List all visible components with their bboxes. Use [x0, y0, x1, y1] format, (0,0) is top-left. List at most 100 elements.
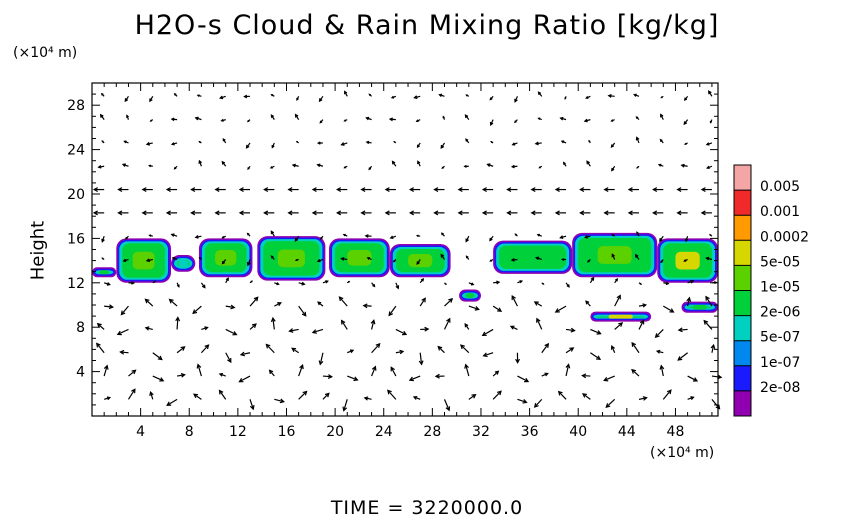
vector-shaft: [437, 346, 445, 354]
vector-head: [269, 165, 273, 169]
wind-vector: [489, 235, 494, 242]
wind-vector: [463, 164, 469, 168]
wind-vector: [537, 91, 543, 97]
vector-shaft: [298, 364, 304, 377]
vector-shaft: [291, 347, 299, 354]
wind-vector: [238, 210, 251, 216]
wind-vector: [149, 96, 154, 103]
wind-vector: [166, 398, 178, 406]
wind-vector: [535, 256, 542, 261]
vector-head: [440, 144, 445, 150]
vector-head: [566, 284, 570, 288]
wind-vector: [311, 328, 324, 334]
vector-head: [652, 210, 658, 216]
vector-shaft: [558, 391, 567, 400]
wind-vector: [316, 141, 323, 145]
wind-vector: [201, 326, 209, 331]
wind-vector: [686, 296, 692, 307]
wind-vector: [344, 90, 348, 97]
wind-vector: [579, 187, 591, 193]
wind-vector: [318, 95, 324, 103]
wind-vector: [638, 282, 643, 285]
vector-head: [168, 298, 174, 304]
wind-vector: [657, 163, 664, 167]
wind-vector: [457, 210, 469, 216]
wind-vector: [238, 375, 251, 383]
vector-head: [201, 284, 206, 289]
vector-head: [238, 377, 244, 383]
wind-vector: [347, 349, 355, 354]
wind-vector: [125, 114, 130, 120]
wind-vector: [583, 118, 591, 123]
vector-head: [97, 164, 102, 169]
vector-head: [570, 327, 576, 333]
cloud-core: [178, 260, 189, 267]
wind-vector: [388, 305, 397, 317]
wind-vector: [393, 140, 397, 144]
wind-vector: [492, 390, 502, 400]
vector-head: [387, 389, 392, 395]
wind-vector: [141, 187, 153, 193]
vector-head: [170, 142, 175, 146]
cloud-core: [132, 251, 155, 270]
wind-vector: [395, 282, 400, 290]
vector-head: [464, 323, 469, 328]
wind-vector: [141, 210, 153, 216]
vector-head: [416, 144, 420, 149]
wind-vector: [468, 282, 475, 286]
wind-vector: [176, 372, 186, 378]
vector-shaft: [347, 375, 358, 381]
y-tick-label: 28: [67, 98, 85, 114]
vector-head: [705, 256, 710, 261]
wind-vector: [170, 233, 178, 237]
vector-head: [180, 372, 186, 378]
wind-vector: [392, 259, 397, 263]
wind-vector: [360, 187, 372, 193]
vector-head: [270, 316, 276, 323]
wind-vector: [408, 375, 421, 382]
vector-head: [579, 187, 585, 193]
vector-head: [353, 376, 359, 382]
wind-vector: [416, 142, 421, 149]
wind-vector: [384, 210, 396, 216]
vector-shaft: [605, 398, 616, 408]
vector-head: [583, 118, 588, 123]
wind-vector: [270, 114, 275, 120]
vector-shaft: [265, 344, 275, 354]
colorbar: 0.005 0.001 0.0002 5e-05 1e-05 2e-06 5e-07 1e-0…: [733, 164, 809, 417]
wind-vector: [152, 352, 163, 361]
vector-shaft: [192, 305, 202, 314]
wind-vector: [170, 117, 178, 122]
vector-head: [388, 311, 394, 317]
vector-head: [700, 187, 706, 193]
wind-vector: [246, 259, 251, 267]
wind-vector: [288, 328, 299, 333]
vector-head: [402, 330, 408, 336]
wind-vector: [117, 187, 129, 193]
wind-vector: [585, 300, 591, 307]
vector-head: [294, 258, 298, 262]
vector-shaft: [249, 323, 257, 330]
wind-vector: [342, 233, 348, 237]
wind-vector: [565, 327, 576, 333]
vector-head: [446, 317, 451, 323]
vector-head: [291, 163, 296, 168]
vector-head: [121, 163, 126, 167]
vector-shaft: [655, 328, 664, 338]
wind-vector: [249, 280, 253, 284]
vector-head: [106, 282, 111, 286]
wind-vector: [465, 94, 470, 97]
vector-head: [659, 237, 663, 243]
vector-head: [586, 160, 590, 165]
vector-head: [148, 164, 152, 168]
vector-head: [530, 187, 536, 193]
wind-vector: [96, 322, 105, 330]
wind-vector: [655, 349, 664, 354]
cloud-core: [465, 293, 475, 299]
wind-vector: [176, 346, 186, 354]
vector-head: [238, 210, 244, 216]
vector-head: [535, 256, 540, 261]
wind-vector: [464, 363, 470, 377]
wind-vector: [559, 116, 567, 121]
wind-vector: [700, 187, 712, 193]
